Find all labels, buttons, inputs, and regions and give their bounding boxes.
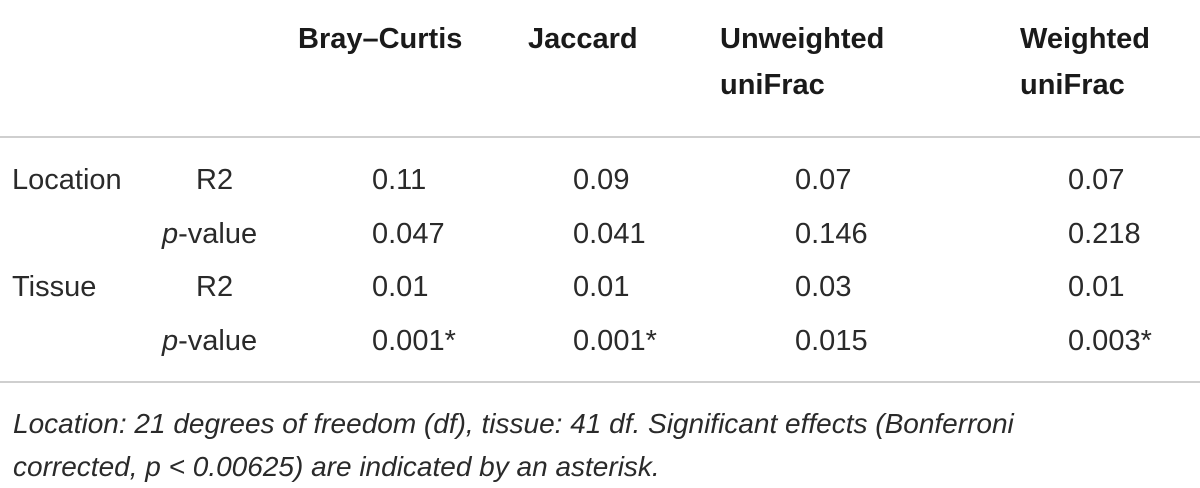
column-header-line1: Jaccard	[528, 23, 638, 55]
column-header-weighted-unifrac: Weighted uniFrac	[1020, 16, 1150, 108]
row-stat-label: p-value	[162, 216, 257, 252]
table-cell: 0.11	[372, 164, 427, 196]
footnote-line2: corrected, p < 0.00625) are indicated by…	[13, 451, 660, 482]
table-cell: 0.09	[573, 164, 630, 196]
table-cell: 0.146	[795, 218, 868, 250]
stat-suffix: -value	[178, 218, 258, 250]
stat-suffix: R2	[196, 271, 234, 303]
stat-prefix: p	[162, 218, 179, 250]
table-cell: 0.218	[1068, 218, 1141, 250]
column-header-unweighted-unifrac: Unweighted uniFrac	[720, 16, 884, 108]
row-stat-label: p-value	[162, 323, 257, 359]
table-cell: 0.001*	[372, 325, 456, 357]
stat-prefix: p	[162, 325, 179, 357]
table-cell: 0.047	[372, 218, 445, 250]
table-cell: 0.001*	[573, 325, 657, 357]
table-cell: 0.01	[372, 271, 429, 303]
column-header-line2: uniFrac	[1020, 69, 1125, 101]
table-cell: 0.003*	[1068, 325, 1152, 357]
table-cell: 0.03	[795, 271, 852, 303]
footnote-line1: Location: 21 degrees of freedom (df), ti…	[13, 408, 1014, 439]
table-cell: 0.07	[795, 164, 852, 196]
stat-suffix: R2	[196, 164, 234, 196]
row-group-label: Location	[12, 164, 122, 196]
column-header-line1: Weighted	[1020, 23, 1150, 55]
table-cell: 0.01	[573, 271, 630, 303]
table-cell: 0.041	[573, 218, 646, 250]
column-header-jaccard: Jaccard	[528, 16, 638, 62]
table-cell: 0.01	[1068, 271, 1125, 303]
column-header-line2: uniFrac	[720, 69, 825, 101]
row-stat-label: R2	[196, 269, 233, 305]
stat-suffix: -value	[178, 325, 258, 357]
row-group-label: Tissue	[12, 271, 97, 303]
table-cell: 0.07	[1068, 164, 1125, 196]
row-stat-label: R2	[196, 162, 233, 198]
table-footnote: Location: 21 degrees of freedom (df), ti…	[13, 402, 1193, 488]
table-cell: 0.015	[795, 325, 868, 357]
column-header-line1: Unweighted	[720, 23, 885, 55]
column-header-line1: Bray–Curtis	[298, 23, 463, 55]
footer-divider	[0, 381, 1200, 383]
column-header-bray-curtis: Bray–Curtis	[298, 16, 462, 62]
header-divider	[0, 136, 1200, 138]
